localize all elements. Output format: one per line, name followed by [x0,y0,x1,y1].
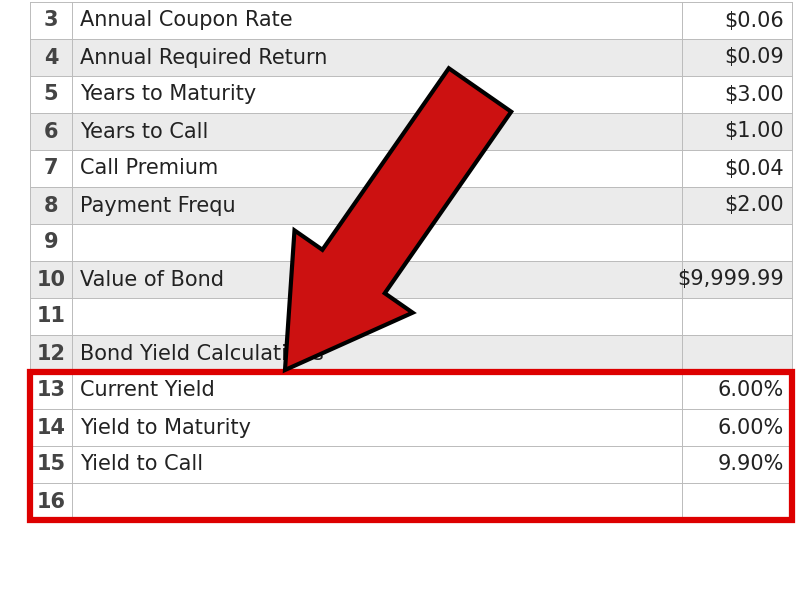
Text: 13: 13 [37,380,66,401]
Text: $2.00: $2.00 [724,196,784,215]
Bar [30,298,792,335]
Text: $1.00: $1.00 [724,121,784,142]
Text: $0.04: $0.04 [724,158,784,179]
Bar [30,39,792,76]
Text: 9.90%: 9.90% [718,455,784,475]
Bar [30,224,792,261]
Bar [30,187,792,224]
Text: 9: 9 [44,232,58,253]
Bar [30,446,792,483]
Text: 14: 14 [37,418,66,437]
Text: Value of Bond: Value of Bond [80,269,224,289]
Text: 11: 11 [37,307,66,326]
Polygon shape [285,68,511,370]
Text: Call Premium: Call Premium [80,158,218,179]
Bar [30,261,792,298]
Text: $0.09: $0.09 [724,47,784,67]
Text: 16: 16 [37,491,66,511]
Text: 12: 12 [37,343,66,364]
Bar [30,113,792,150]
Text: Bond Yield Calculations: Bond Yield Calculations [80,343,324,364]
Text: Current Yield: Current Yield [80,380,214,401]
Text: 8: 8 [44,196,58,215]
Text: 10: 10 [37,269,66,289]
Text: $9,999.99: $9,999.99 [678,269,784,289]
Text: $0.06: $0.06 [724,10,784,31]
Text: Payment Frequ: Payment Frequ [80,196,236,215]
Bar [30,150,792,187]
Text: 3: 3 [44,10,58,31]
Text: Yield to Maturity: Yield to Maturity [80,418,251,437]
Text: Yield to Call: Yield to Call [80,455,203,475]
Text: 6: 6 [44,121,58,142]
Text: 4: 4 [44,47,58,67]
Bar [30,335,792,372]
Text: Annual Coupon Rate: Annual Coupon Rate [80,10,293,31]
Text: 7: 7 [44,158,58,179]
Text: Years to Maturity: Years to Maturity [80,85,256,104]
Bar [30,483,792,520]
Bar [30,409,792,446]
Bar [30,372,792,520]
Bar [30,76,792,113]
Bar [30,2,792,39]
Bar [30,372,792,409]
Text: $3.00: $3.00 [724,85,784,104]
Text: 5: 5 [44,85,58,104]
Text: Years to Call: Years to Call [80,121,208,142]
Text: Annual Required Return: Annual Required Return [80,47,327,67]
Text: 15: 15 [37,455,66,475]
Text: 6.00%: 6.00% [718,418,784,437]
Text: 6.00%: 6.00% [718,380,784,401]
